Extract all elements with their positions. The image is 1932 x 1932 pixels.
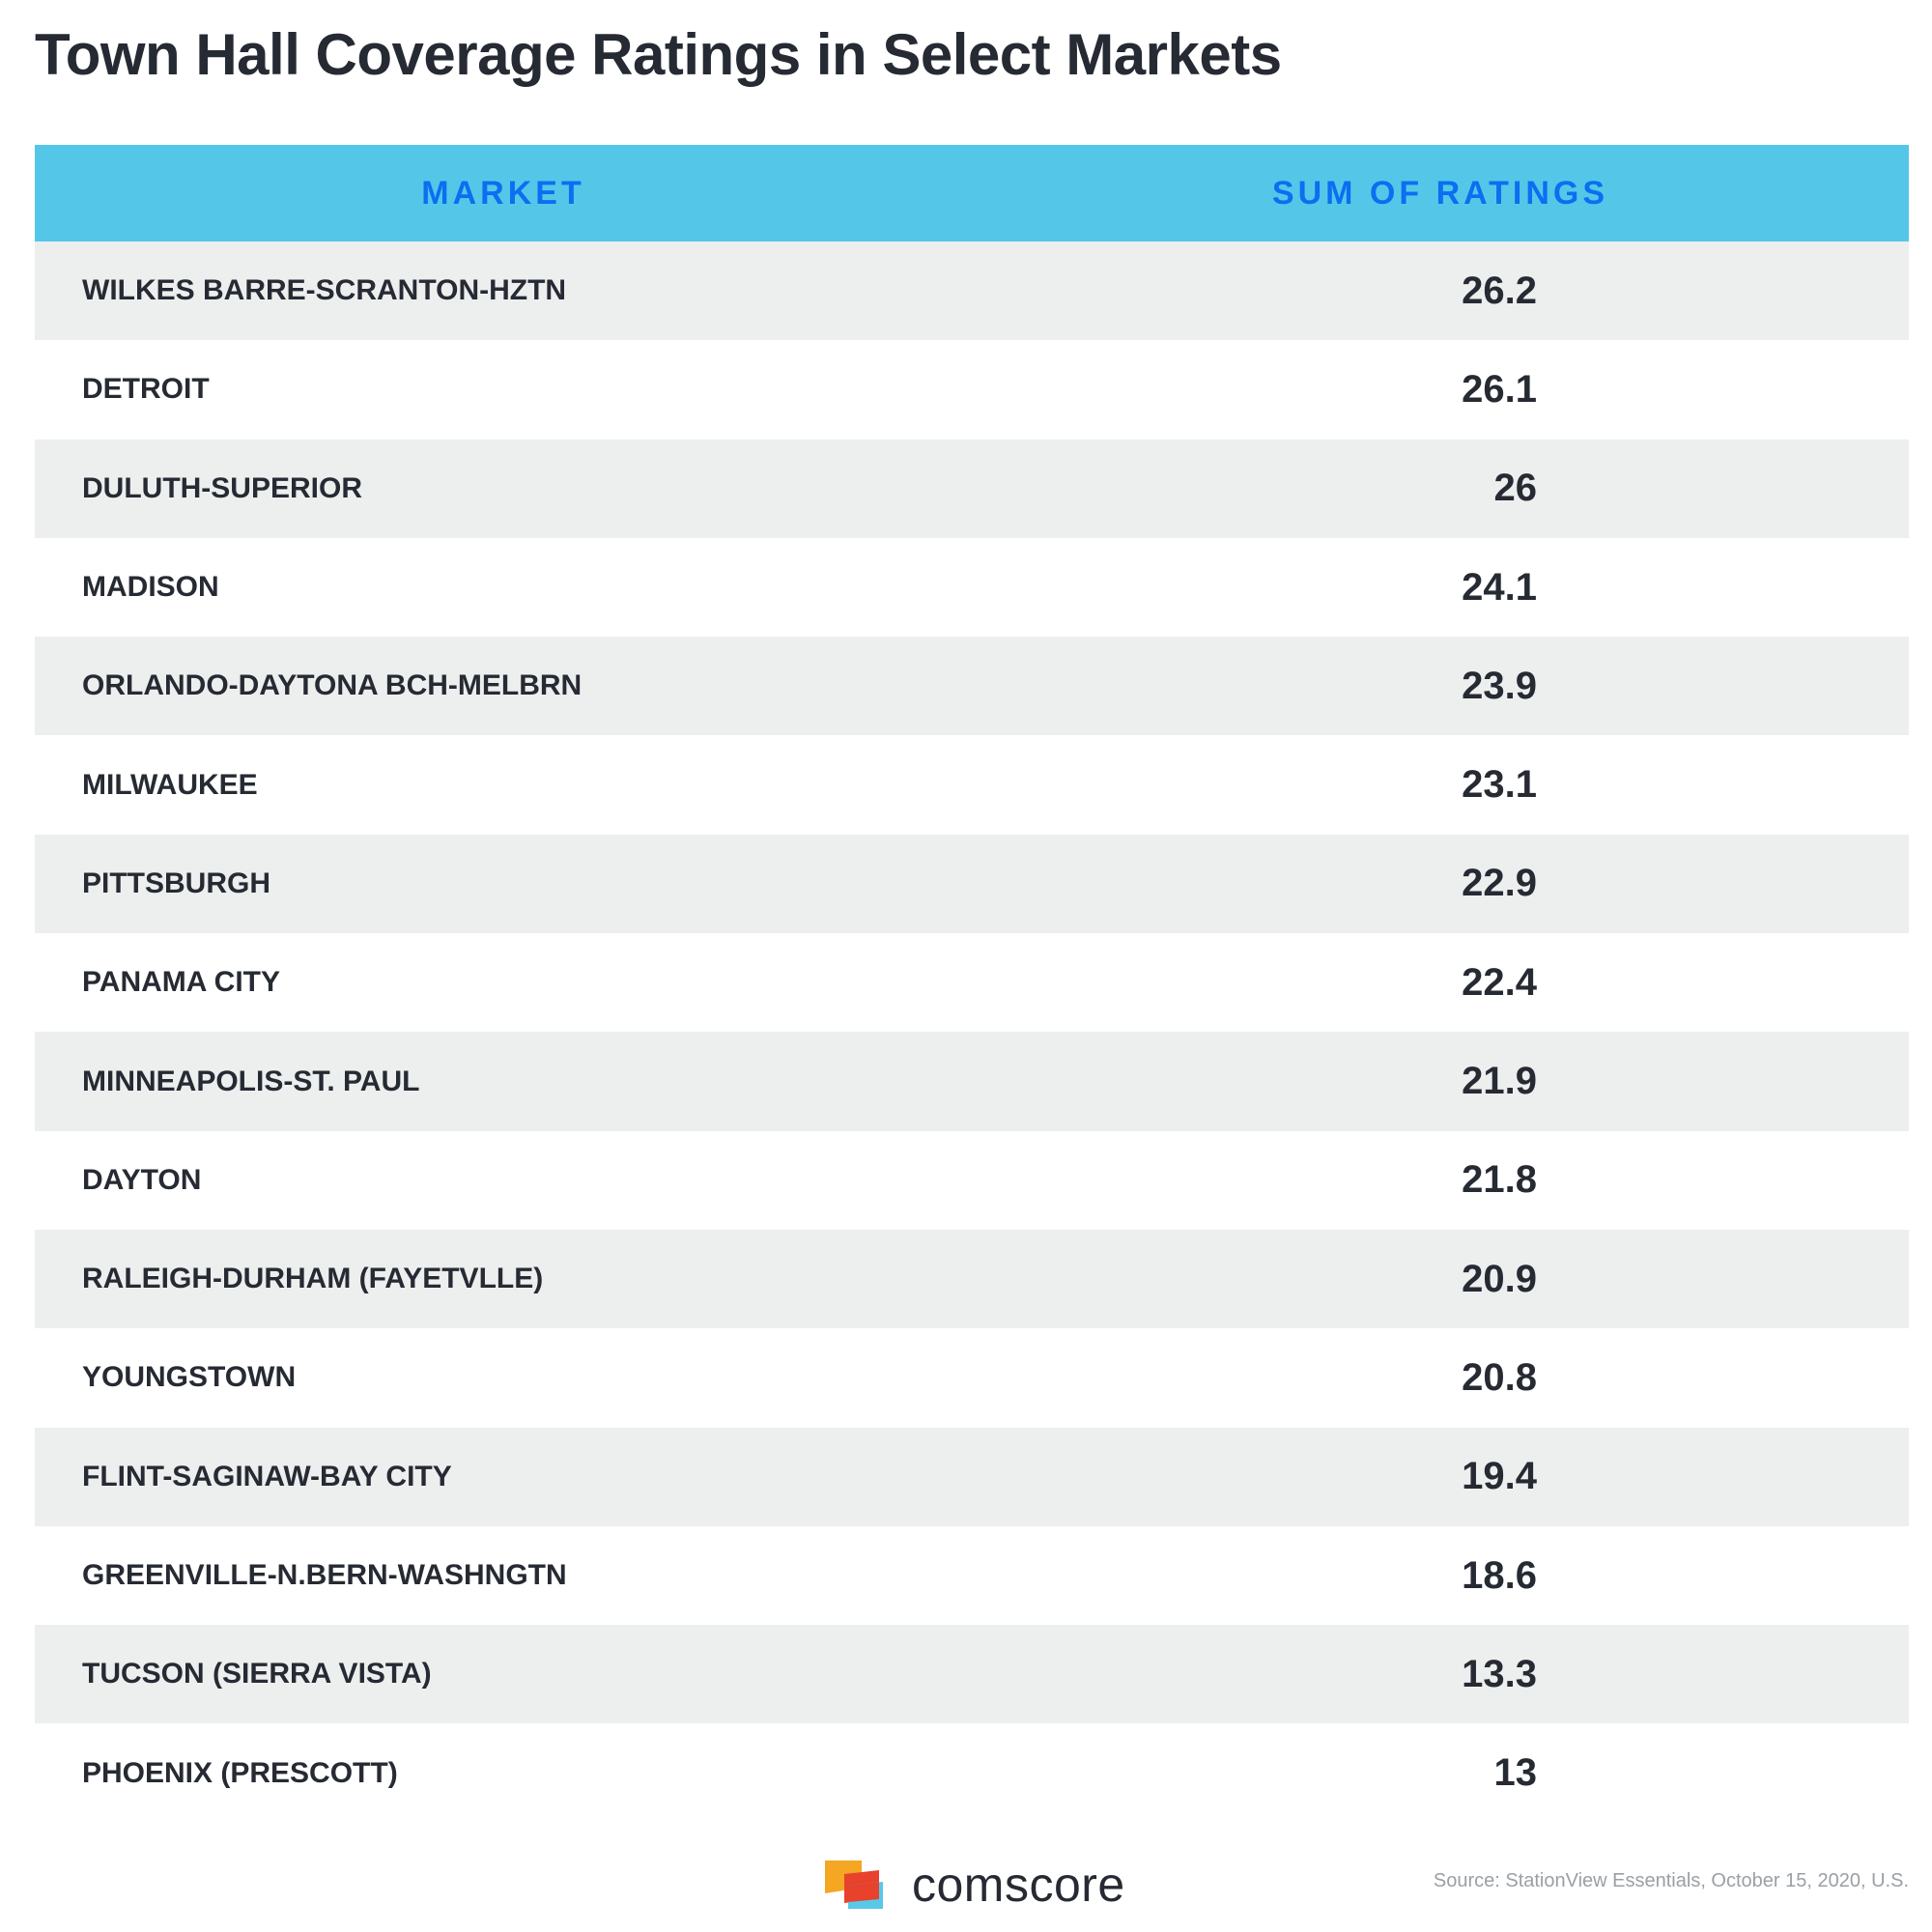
market-cell: TUCSON (SIERRA VISTA): [82, 1658, 432, 1690]
rating-value-cell: 21.9: [1462, 1060, 1537, 1103]
comscore-logo: comscore: [823, 1857, 1125, 1913]
rating-value-cell: 23.1: [1462, 763, 1537, 807]
table-row: DULUTH-SUPERIOR 26: [35, 439, 1909, 538]
column-header-sum-of-ratings: SUM OF RATINGS: [1271, 175, 1609, 212]
market-cell: DETROIT: [82, 373, 210, 406]
rating-value-cell: 20.9: [1462, 1257, 1537, 1300]
table-header: MARKET SUM OF RATINGS: [35, 145, 1909, 242]
market-cell: PHOENIX (PRESCOTT): [82, 1756, 398, 1789]
table-row: PHOENIX (PRESCOTT) 13: [35, 1723, 1909, 1823]
table-row: DAYTON 21.8: [35, 1130, 1909, 1230]
table-row: FLINT-SAGINAW-BAY CITY 19.4: [35, 1427, 1909, 1526]
market-cell: YOUNGSTOWN: [82, 1361, 297, 1394]
market-cell: MILWAUKEE: [82, 768, 258, 801]
rating-value-cell: 23.9: [1462, 664, 1537, 707]
rating-value-cell: 26.2: [1462, 269, 1537, 312]
rating-value-cell: 13: [1493, 1751, 1538, 1795]
table-body: WILKES BARRE-SCRANTON-HZTN 26.2 DETROIT 26.…: [35, 242, 1909, 1823]
table-row: PITTSBURGH 22.9: [35, 834, 1909, 934]
market-cell: DAYTON: [82, 1163, 202, 1196]
rating-value-cell: 13.3: [1462, 1652, 1537, 1695]
market-cell: MADISON: [82, 571, 219, 604]
market-cell: ORLANDO-DAYTONA BCH-MELBRN: [82, 669, 582, 702]
table-row: RALEIGH-DURHAM (FAYETVLLE) 20.9: [35, 1229, 1909, 1329]
rating-value-cell: 20.8: [1462, 1355, 1537, 1399]
table-row: MADISON 24.1: [35, 537, 1909, 638]
comscore-logo-icon: [825, 1861, 883, 1909]
rating-value-cell: 22.9: [1462, 862, 1537, 905]
rating-value-cell: 24.1: [1462, 565, 1537, 609]
rating-value-cell: 19.4: [1462, 1455, 1537, 1498]
market-cell: RALEIGH-DURHAM (FAYETVLLE): [82, 1263, 544, 1295]
rating-value-cell: 26: [1493, 467, 1538, 510]
comscore-logo-text: comscore: [912, 1858, 1125, 1912]
market-cell: GREENVILLE-N.BERN-WASHNGTN: [82, 1559, 567, 1591]
table-row: WILKES BARRE-SCRANTON-HZTN 26.2: [35, 242, 1909, 341]
table-row: GREENVILLE-N.BERN-WASHNGTN 18.6: [35, 1525, 1909, 1626]
rating-value-cell: 22.4: [1462, 960, 1537, 1004]
market-cell: MINNEAPOLIS-ST. PAUL: [82, 1065, 420, 1097]
table-row: DETROIT 26.1: [35, 340, 1909, 440]
page-title: Town Hall Coverage Ratings in Select Mar…: [35, 22, 1282, 87]
market-cell: FLINT-SAGINAW-BAY CITY: [82, 1460, 452, 1492]
rating-value-cell: 18.6: [1462, 1553, 1537, 1597]
ratings-table: MARKET SUM OF RATINGS WILKES BARRE-SCRAN…: [35, 145, 1909, 1823]
market-cell: PANAMA CITY: [82, 966, 280, 999]
source-note: Source: StationView Essentials, October …: [1433, 1870, 1909, 1891]
market-cell: DULUTH-SUPERIOR: [82, 471, 362, 504]
column-header-market: MARKET: [421, 175, 585, 212]
table-row: PANAMA CITY 22.4: [35, 933, 1909, 1033]
market-cell: PITTSBURGH: [82, 867, 270, 899]
market-cell: WILKES BARRE-SCRANTON-HZTN: [82, 274, 567, 307]
rating-value-cell: 21.8: [1462, 1158, 1537, 1202]
table-row: ORLANDO-DAYTONA BCH-MELBRN 23.9: [35, 637, 1909, 736]
table-row: MILWAUKEE 23.1: [35, 735, 1909, 835]
rating-value-cell: 26.1: [1462, 367, 1537, 411]
table-row: MINNEAPOLIS-ST. PAUL 21.9: [35, 1032, 1909, 1131]
table-row: TUCSON (SIERRA VISTA) 13.3: [35, 1625, 1909, 1724]
table-row: YOUNGSTOWN 20.8: [35, 1328, 1909, 1428]
